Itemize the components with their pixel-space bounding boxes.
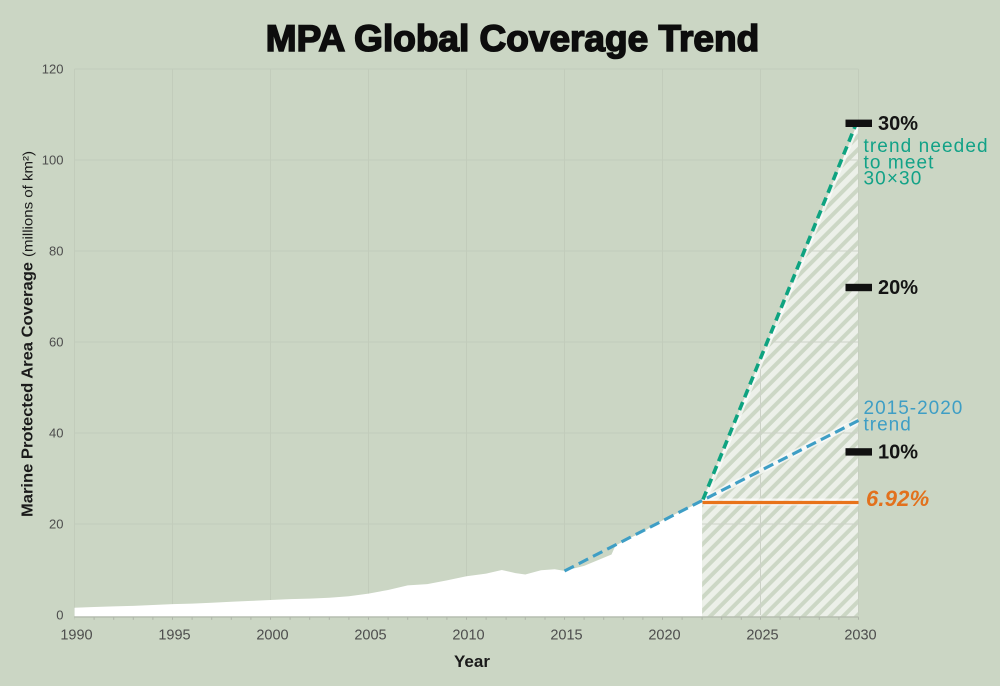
svg-text:2000: 2000 xyxy=(256,628,288,644)
svg-text:30×30: 30×30 xyxy=(864,169,923,190)
svg-text:100: 100 xyxy=(42,153,64,168)
svg-text:trend: trend xyxy=(864,415,912,436)
svg-text:60: 60 xyxy=(49,335,63,350)
svg-text:2025: 2025 xyxy=(746,628,778,644)
svg-text:0: 0 xyxy=(56,608,63,623)
svg-text:1995: 1995 xyxy=(158,628,190,644)
svg-text:to meet: to meet xyxy=(864,153,935,174)
svg-text:(millions of km²): (millions of km²) xyxy=(21,151,36,257)
svg-text:Year: Year xyxy=(454,652,490,671)
svg-text:Marine Protected Area Coverage: Marine Protected Area Coverage xyxy=(20,262,37,517)
svg-text:20: 20 xyxy=(49,517,63,532)
svg-text:2005: 2005 xyxy=(354,628,386,644)
svg-text:40: 40 xyxy=(49,426,63,441)
svg-text:MPA Global Coverage Trend: MPA Global Coverage Trend xyxy=(266,18,759,59)
svg-text:2015: 2015 xyxy=(550,628,582,644)
svg-text:10%: 10% xyxy=(878,442,918,464)
svg-text:2020: 2020 xyxy=(648,628,680,644)
svg-text:20%: 20% xyxy=(878,277,918,299)
svg-text:80: 80 xyxy=(49,244,63,259)
svg-text:trend needed: trend needed xyxy=(864,136,989,157)
svg-text:2030: 2030 xyxy=(844,628,876,644)
svg-text:30%: 30% xyxy=(878,113,918,135)
svg-text:2015-2020: 2015-2020 xyxy=(864,398,964,419)
svg-text:2010: 2010 xyxy=(452,628,484,644)
svg-text:1990: 1990 xyxy=(60,628,92,644)
svg-text:120: 120 xyxy=(42,62,64,77)
svg-text:6.92%: 6.92% xyxy=(866,486,929,511)
